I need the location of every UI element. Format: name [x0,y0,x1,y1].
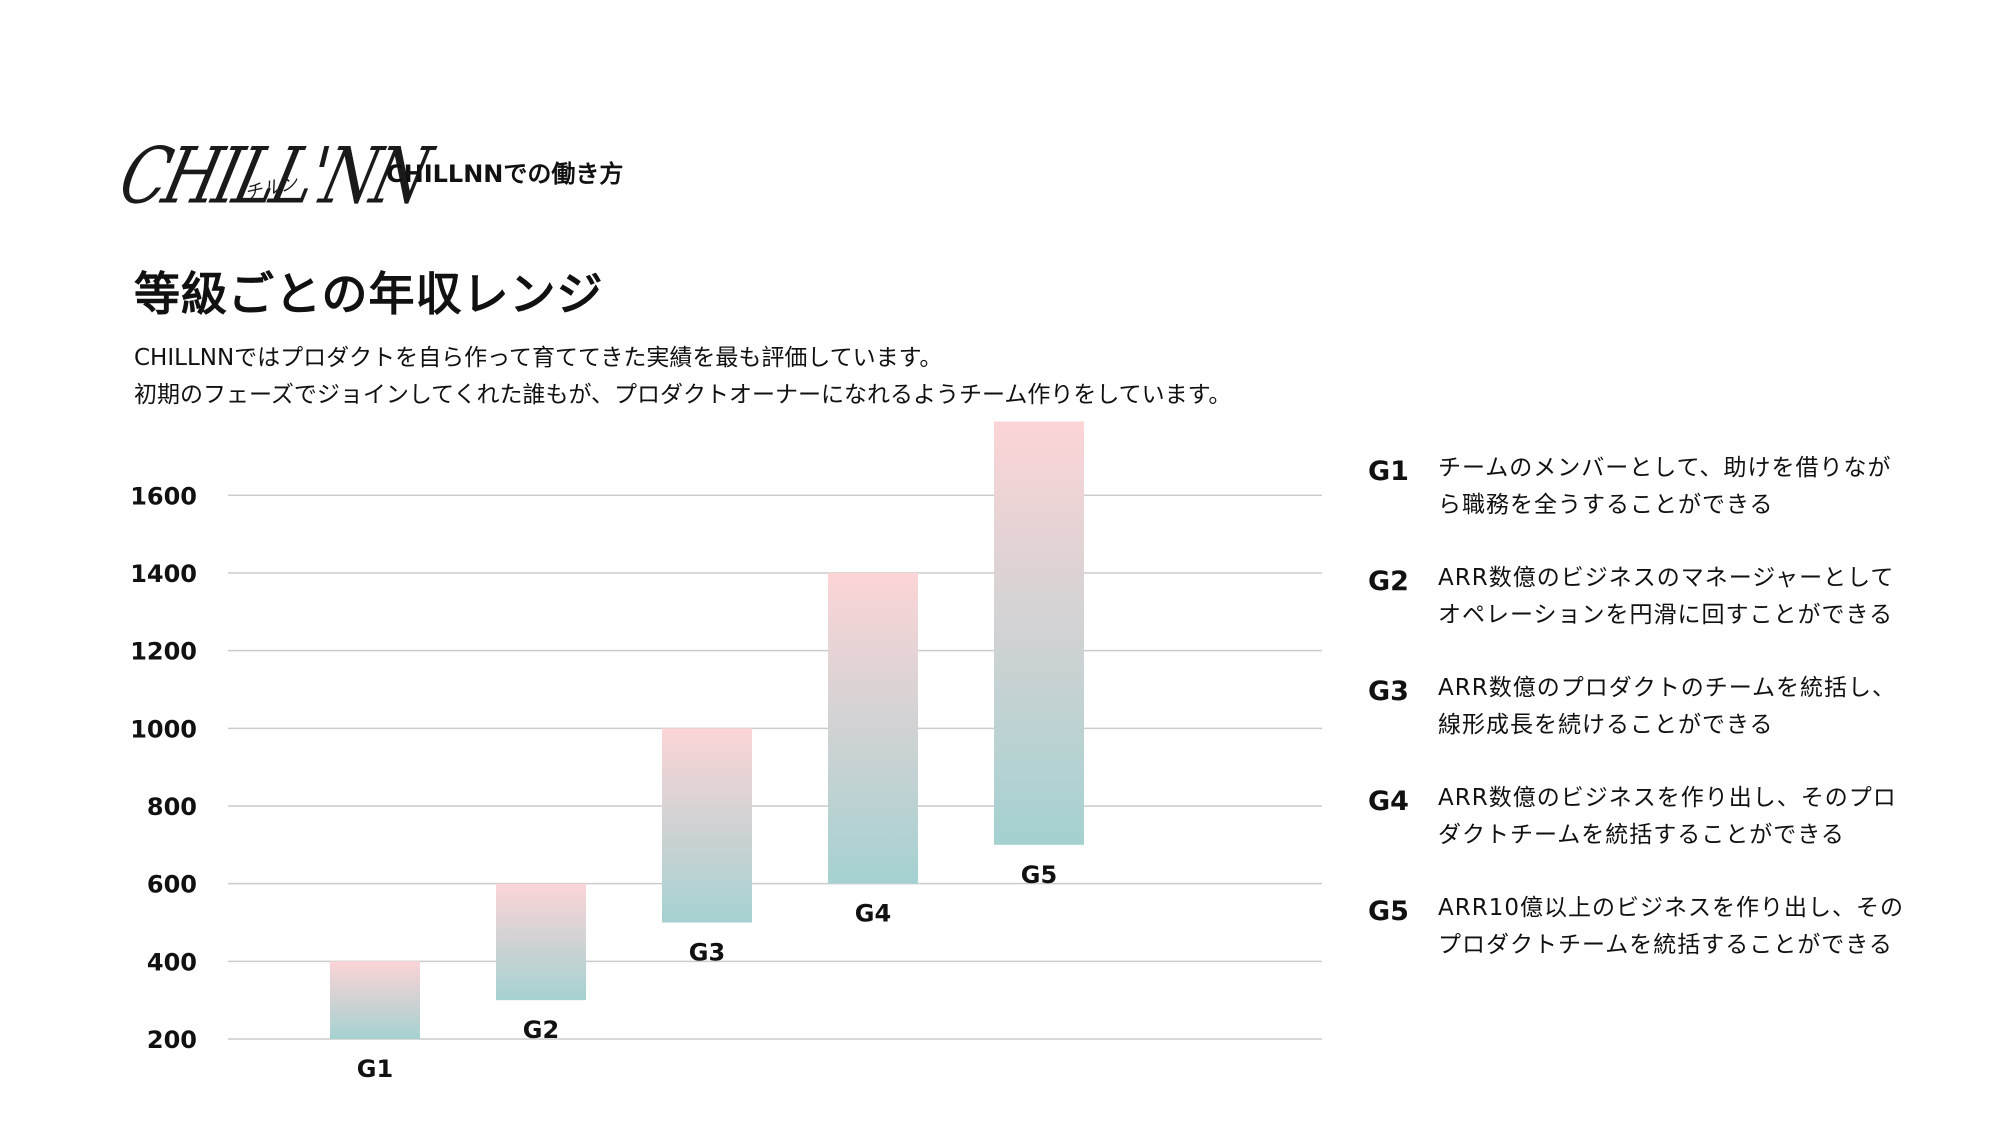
salary-range-bar-g4 [828,572,918,884]
salary-range-bar-g2 [496,883,586,1001]
category-label: G3 [689,938,725,966]
category-label: G4 [855,900,891,928]
grade-code: G4 [1368,786,1409,817]
intro-line-2: 初期のフェーズでジョインしてくれた誰もが、プロダクトオーナーになれるようチーム作… [134,382,1232,408]
grade-item-g3: G3 ARR数億のプロダクトのチームを統括し、 線形成長を続けることができる [1368,670,1968,780]
grade-description-line: ARR10億以上のビジネスを作り出し、その [1438,895,1904,921]
chart-labels: 200 400 600 800 1000 1200 1400 1600 G1 G2 G3 G4 G5 [130,482,1057,1083]
chart-grid [228,494,1322,1040]
grade-description: ARR数億のプロダクトのチームを統括し、 線形成長を続けることができる [1438,670,1958,744]
grade-description: チームのメンバーとして、助けを借りなが ら職務を全うすることができる [1438,450,1958,524]
intro-line-1: CHILLNNではプロダクトを自ら作って育ててきた実績を最も評価しています。 [134,345,943,371]
y-tick-label: 400 [147,948,197,976]
grade-description: ARR10億以上のビジネスを作り出し、その プロダクトチームを統括することができ… [1438,890,1958,964]
category-label: G5 [1021,861,1057,889]
grade-code: G3 [1368,676,1409,707]
grade-item-g2: G2 ARR数億のビジネスのマネージャーとして オペレーションを円滑に回すことが… [1368,560,1968,670]
grade-description-line: ARR数億のビジネスのマネージャーとして [1438,565,1895,591]
grade-description-line: ダクトチームを統括することができる [1438,822,1845,848]
salary-range-bar-g5 [994,421,1084,845]
y-tick-label: 800 [147,793,197,821]
category-label: G2 [523,1016,559,1044]
grade-item-g1: G1 チームのメンバーとして、助けを借りなが ら職務を全うすることができる [1368,450,1968,560]
grade-item-g5: G5 ARR10億以上のビジネスを作り出し、その プロダクトチームを統括すること… [1368,890,1968,1000]
y-tick-label: 1200 [130,638,197,666]
grade-description-line: 線形成長を続けることができる [1438,712,1774,738]
intro-text: CHILLNNではプロダクトを自ら作って育ててきた実績を最も評価しています。 初… [134,340,1231,414]
grade-description-list: G1 チームのメンバーとして、助けを借りなが ら職務を全うすることができる G2… [1368,450,1968,1000]
category-label: G1 [357,1055,393,1083]
page-title: 等級ごとの年収レンジ [134,267,604,321]
grade-description-line: チームのメンバーとして、助けを借りなが [1438,455,1892,481]
grade-item-g4: G4 ARR数億のビジネスを作り出し、そのプロ ダクトチームを統括することができ… [1368,780,1968,890]
salary-range-bar-g1 [330,961,420,1039]
grade-description-line: オペレーションを円滑に回すことができる [1438,602,1894,628]
salary-range-bar-g3 [662,728,752,923]
grade-description: ARR数億のビジネスを作り出し、そのプロ ダクトチームを統括することができる [1438,780,1958,854]
y-tick-label: 1000 [130,715,197,743]
grade-description-line: プロダクトチームを統括することができる [1438,932,1893,958]
grade-code: G5 [1368,896,1409,927]
grade-description-line: ら職務を全うすることができる [1438,492,1774,518]
chart-bars [330,421,1084,1039]
grade-description-line: ARR数億のプロダクトのチームを統括し、 [1438,675,1897,701]
y-tick-label: 1400 [130,560,197,588]
y-tick-label: 600 [147,871,197,899]
grade-code: G1 [1368,456,1409,487]
y-tick-label: 1600 [130,482,197,510]
y-tick-label: 200 [147,1026,197,1054]
grade-code: G2 [1368,566,1409,597]
grade-description: ARR数億のビジネスのマネージャーとして オペレーションを円滑に回すことができる [1438,560,1958,634]
grade-description-line: ARR数億のビジネスを作り出し、そのプロ [1438,785,1897,811]
section-label: CHILLNNでの働き方 [386,160,624,188]
